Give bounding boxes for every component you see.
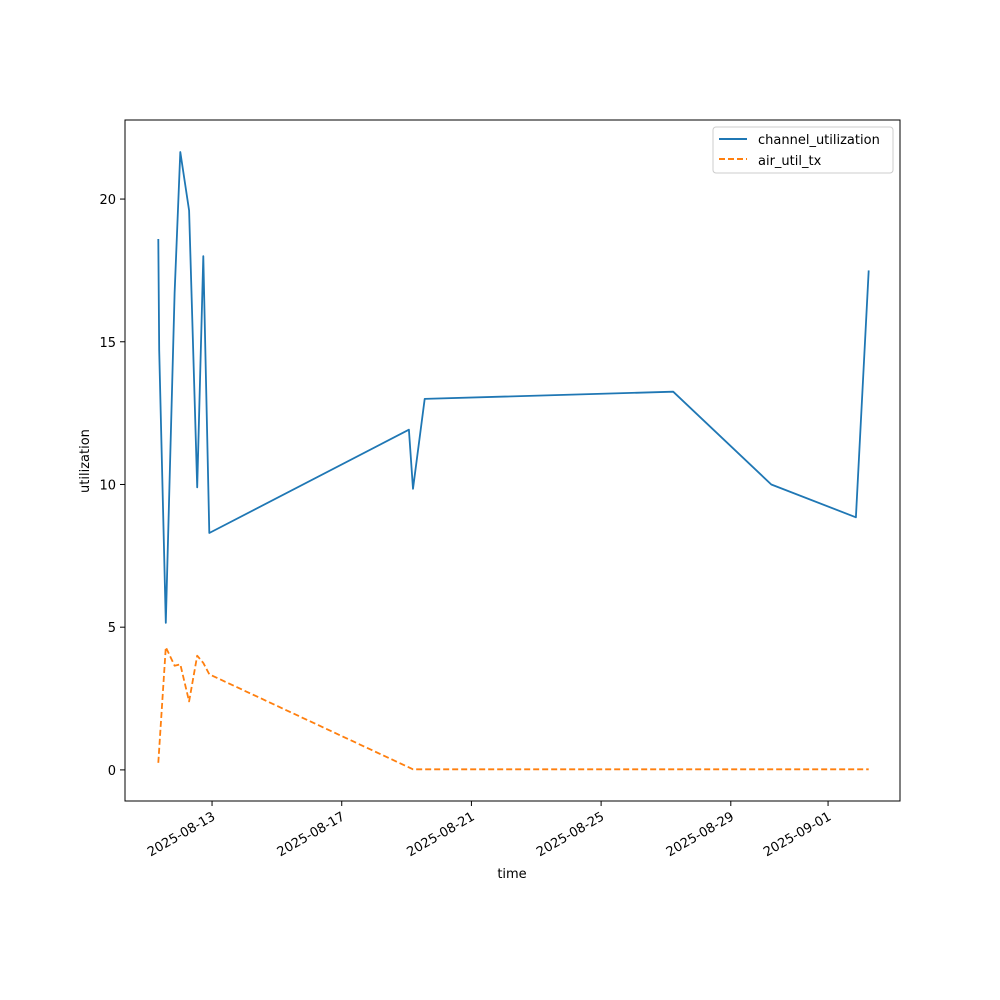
x-axis: 2025-08-13 2025-08-17 2025-08-21 2025-08-25…	[145, 801, 834, 860]
legend: channel_utilization air_util_tx	[712, 126, 894, 174]
x-axis-label: time	[497, 867, 526, 882]
y-tick-label: 20	[99, 193, 116, 208]
legend-frame	[712, 126, 894, 174]
y-tick-label: 0	[108, 764, 116, 779]
x-tick-label: 2025-08-29	[664, 809, 737, 860]
y-tick-label: 5	[108, 621, 116, 636]
plot-area	[125, 120, 900, 801]
x-tick-label: 2025-08-25	[534, 809, 607, 860]
series-layer	[157, 151, 870, 771]
plot-frame	[124, 119, 901, 802]
legend-label-channel-utilization: channel_utilization	[758, 133, 880, 148]
series-line-channel-utilization	[157, 151, 870, 624]
x-tick-label: 2025-09-01	[761, 809, 834, 860]
y-axis: 0 5 10 15 20	[99, 193, 125, 779]
x-tick-label: 2025-08-21	[404, 809, 477, 860]
x-tick-label: 2025-08-17	[275, 809, 348, 860]
y-tick-label: 15	[99, 336, 116, 351]
legend-label-air-util-tx: air_util_tx	[758, 154, 822, 169]
y-tick-label: 10	[99, 478, 116, 493]
y-axis-label: utilization	[78, 429, 93, 493]
x-tick-label: 2025-08-13	[145, 809, 218, 860]
